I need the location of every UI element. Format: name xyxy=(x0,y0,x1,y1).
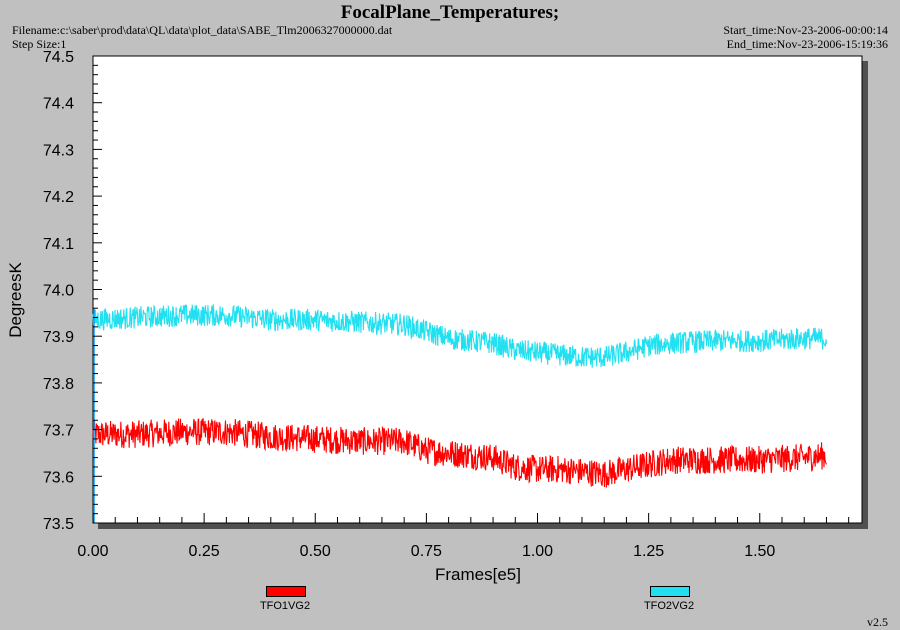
y-axis-label: DegreesK xyxy=(6,262,25,338)
filename-text: Filename:c:\saber\prod\data\QL\data\plot… xyxy=(12,23,393,37)
axis-layer: 73.5 73.6 73.7 73.8 73.9 74.0 74.1 74.2 74.3 74.4… xyxy=(43,49,850,560)
chart-title: FocalPlane_Temperatures; xyxy=(340,2,560,23)
x-tick-label: 0.75 xyxy=(411,543,442,560)
version-text: v2.5 xyxy=(867,615,888,629)
legend-label-tfo1vg2: TFO1VG2 xyxy=(259,600,311,612)
series-line-tfo1vg2 xyxy=(92,418,827,488)
y-tick-label: 74.0 xyxy=(43,283,74,300)
x-axis-label: Frames[e5] xyxy=(435,565,521,584)
y-tick-label: 74.3 xyxy=(43,142,74,159)
y-tick-label: 73.5 xyxy=(43,516,74,533)
legend-swatch-tfo1vg2 xyxy=(266,586,306,597)
y-tick-label: 73.9 xyxy=(43,329,74,346)
y-tick-label: 74.4 xyxy=(43,96,74,113)
series-line-tfo2vg2 xyxy=(92,304,827,368)
step-size-text: Step Size:1 xyxy=(12,37,67,51)
x-tick-label: 1.00 xyxy=(522,543,553,560)
x-tick-label: 1.50 xyxy=(744,543,775,560)
y-tick-label: 74.2 xyxy=(43,189,74,206)
y-tick-label: 74.5 xyxy=(43,49,74,66)
legend-label-tfo2vg2: TFO2VG2 xyxy=(643,600,695,612)
legend-swatch-tfo2vg2 xyxy=(650,586,690,597)
start-time-text: Start_time:Nov-23-2006-00:00:14 xyxy=(723,23,888,37)
x-tick-label: 1.25 xyxy=(633,543,664,560)
x-tick-label: 0.50 xyxy=(300,543,331,560)
y-tick-label: 73.7 xyxy=(43,423,74,440)
end-time-text: End_time:Nov-23-2006-15:19:36 xyxy=(726,37,888,51)
y-tick-label: 74.1 xyxy=(43,236,74,253)
x-tick-label: 0.00 xyxy=(77,543,108,560)
y-tick-label: 73.6 xyxy=(43,469,74,486)
x-tick-label: 0.25 xyxy=(189,543,220,560)
plot-background xyxy=(92,55,863,524)
series-layer xyxy=(92,304,827,523)
y-tick-label: 73.8 xyxy=(43,376,74,393)
